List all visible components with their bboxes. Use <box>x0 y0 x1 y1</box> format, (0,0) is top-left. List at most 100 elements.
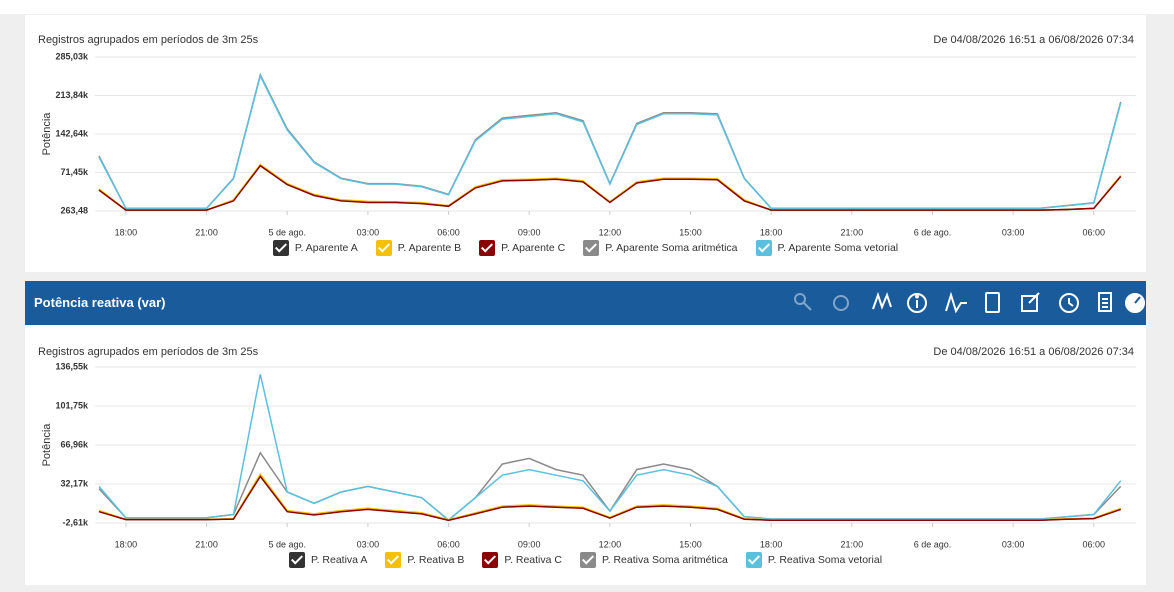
legend-item[interactable]: P. Aparente Soma aritmética <box>583 240 738 256</box>
x-tick-label: 03:00 <box>357 227 380 237</box>
peak-icon[interactable] <box>945 291 967 314</box>
report-icon[interactable] <box>1098 292 1112 312</box>
legend-item[interactable]: P. Aparente B <box>375 240 462 256</box>
y-tick-label: 32,17k <box>60 478 89 488</box>
x-tick-label: 12:00 <box>599 227 622 237</box>
info-icon[interactable] <box>907 293 927 313</box>
checkbox[interactable] <box>583 240 600 256</box>
x-tick-label: 12:00 <box>599 539 622 549</box>
checkbox[interactable] <box>375 240 392 256</box>
date-range: De 04/08/2026 16:51 a 06/08/2026 07:34 <box>933 346 1134 358</box>
x-tick-label: 15:00 <box>679 539 702 549</box>
legend-label: P. Aparente B <box>397 242 462 254</box>
y-tick-label: 142,64k <box>55 128 89 138</box>
legend-item[interactable]: P. Reativa C <box>482 552 562 568</box>
checkbox[interactable] <box>579 552 596 568</box>
legend-item[interactable]: P. Aparente Soma vetorial <box>755 240 899 256</box>
x-tick-label: 03:00 <box>1002 539 1025 549</box>
date-range: De 04/08/2026 16:51 a 06/08/2026 07:34 <box>933 34 1134 46</box>
x-tick-label: 6 de ago. <box>914 227 952 237</box>
x-tick-label: 06:00 <box>1083 539 1106 549</box>
refresh-icon[interactable] <box>833 295 849 311</box>
checkbox[interactable] <box>385 552 402 568</box>
checkbox[interactable] <box>272 240 289 256</box>
x-tick-label: 21:00 <box>195 227 218 237</box>
series-line <box>98 73 1122 210</box>
series-line <box>98 475 1121 522</box>
legend-label: P. Aparente Soma aritmética <box>605 242 738 254</box>
x-tick-label: 21:00 <box>841 227 864 237</box>
y-axis-label: Potência <box>41 112 53 156</box>
legend-label: P. Reativa B <box>407 554 465 566</box>
chart-card: Registros agrupados em períodos de 3m 25… <box>25 15 1146 272</box>
legend-item[interactable]: P. Reativa Soma aritmética <box>579 552 728 568</box>
panel-title: Potência reativa (var) <box>34 295 166 310</box>
legend-item[interactable]: P. Reativa A <box>288 552 368 568</box>
x-tick-label: 21:00 <box>841 539 864 549</box>
legend: P. Aparente A P. Aparente B P. Aparente C P… <box>25 240 1146 256</box>
x-tick-label: 15:00 <box>679 227 702 237</box>
top-strip <box>0 0 1174 14</box>
page-icon[interactable] <box>985 292 1000 313</box>
legend-label: P. Reativa A <box>310 554 368 566</box>
y-tick-label: 66,96k <box>60 439 89 449</box>
x-tick-label: 06:00 <box>437 539 460 549</box>
panel-header: Potência reativa (var) <box>25 281 1146 325</box>
x-tick-label: 5 de ago. <box>268 539 306 549</box>
legend-label: P. Reativa C <box>504 554 562 566</box>
x-tick-label: 03:00 <box>357 539 380 549</box>
y-tick-label: 136,55k <box>55 361 89 371</box>
x-tick-label: 18:00 <box>760 227 783 237</box>
x-tick-label: 09:00 <box>518 227 541 237</box>
zoom-icon[interactable] <box>794 293 812 311</box>
x-tick-label: 03:00 <box>1002 227 1025 237</box>
legend-label: P. Reativa Soma aritmética <box>601 554 728 566</box>
export-icon[interactable] <box>1021 292 1040 312</box>
legend-label: P. Aparente A <box>294 242 358 254</box>
legend-item[interactable]: P. Reativa Soma vetorial <box>745 552 883 568</box>
y-tick-label: -2,61k <box>62 517 89 527</box>
legend-label: P. Aparente C <box>501 242 566 254</box>
x-tick-label: 06:00 <box>437 227 460 237</box>
y-tick-label: 213,84k <box>55 90 89 100</box>
clock-icon[interactable] <box>1059 293 1079 313</box>
gauge-icon[interactable] <box>1125 293 1145 313</box>
x-tick-label: 18:00 <box>115 539 138 549</box>
series-line <box>98 374 1122 522</box>
series-line <box>98 164 1122 211</box>
series-line <box>98 72 1122 210</box>
legend-item[interactable]: P. Aparente C <box>479 240 565 256</box>
x-tick-label: 09:00 <box>518 539 541 549</box>
legend-label: P. Reativa Soma vetorial <box>767 554 883 566</box>
x-tick-label: 06:00 <box>1083 227 1106 237</box>
checkbox[interactable] <box>755 240 772 256</box>
series-line <box>98 473 1121 521</box>
chart: Registros agrupados em períodos de 3m 25… <box>38 34 1136 237</box>
checkbox[interactable] <box>745 552 762 568</box>
checkbox[interactable] <box>479 240 496 256</box>
x-tick-label: 18:00 <box>760 539 783 549</box>
x-tick-label: 21:00 <box>195 539 218 549</box>
legend: P. Reativa A P. Reativa B P. Reativa C P. R… <box>25 552 1146 568</box>
x-tick-label: 6 de ago. <box>914 539 952 549</box>
legend-item[interactable]: P. Reativa B <box>385 552 464 568</box>
series-line <box>98 472 1121 521</box>
checkbox[interactable] <box>288 552 305 568</box>
y-axis-label: Potência <box>41 423 53 467</box>
chart-card: Registros agrupados em períodos de 3m 25… <box>25 325 1146 585</box>
x-tick-label: 18:00 <box>115 227 138 237</box>
chart: Registros agrupados em períodos de 3m 25… <box>38 346 1136 549</box>
line-icon[interactable] <box>872 291 892 310</box>
checkbox[interactable] <box>482 552 499 568</box>
y-tick-label: 71,45k <box>60 167 89 177</box>
y-tick-label: 285,03k <box>55 51 89 61</box>
x-tick-label: 5 de ago. <box>268 227 306 237</box>
legend-label: P. Aparente Soma vetorial <box>777 242 899 254</box>
toolbar <box>794 291 1145 314</box>
y-tick-label: 263,48 <box>60 205 88 215</box>
y-tick-label: 101,75k <box>55 400 89 410</box>
subtitle: Registros agrupados em períodos de 3m 25… <box>38 346 259 358</box>
legend-item[interactable]: P. Aparente A <box>272 240 358 256</box>
subtitle: Registros agrupados em períodos de 3m 25… <box>38 34 259 46</box>
